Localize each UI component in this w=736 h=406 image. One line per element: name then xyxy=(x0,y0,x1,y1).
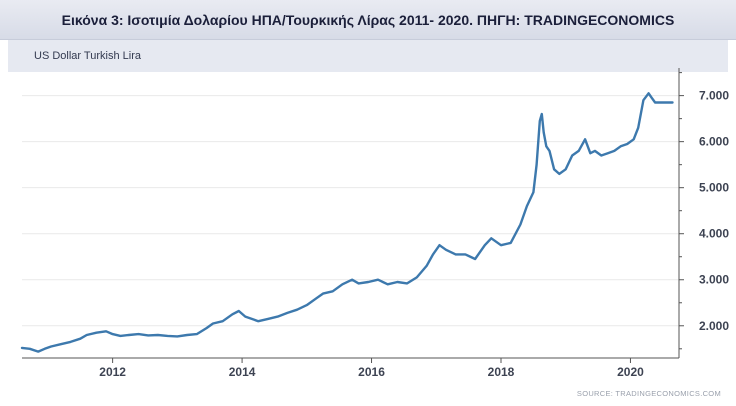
x-tick-label: 2020 xyxy=(617,365,644,379)
x-tick-label: 2016 xyxy=(358,365,385,379)
series-header: US Dollar Turkish Lira xyxy=(8,40,728,72)
gridlines xyxy=(22,95,679,327)
y-tick-label: 7.000 xyxy=(699,89,729,103)
axes xyxy=(22,68,684,363)
series-layer xyxy=(20,92,674,353)
tick-labels: 2.000 3.000 4.000 5.000 6.000 7.000 2012 2014 20… xyxy=(99,89,729,379)
y-tick-label: 3.000 xyxy=(699,273,729,287)
y-tick-label: 6.000 xyxy=(699,135,729,149)
y-tick-label: 2.000 xyxy=(699,319,729,333)
y-tick-label: 4.000 xyxy=(699,227,729,241)
series-line xyxy=(20,92,674,353)
x-tick-label: 2018 xyxy=(488,365,515,379)
x-tick-label: 2012 xyxy=(99,365,126,379)
y-tick-label: 5.000 xyxy=(699,181,729,195)
series-name-label: US Dollar Turkish Lira xyxy=(34,50,141,62)
source-note: SOURCE: TRADINGECONOMICS.COM xyxy=(577,389,721,398)
x-tick-label: 2014 xyxy=(229,365,256,379)
figure-caption: Εικόνα 3: Ισοτιμία Δολαρίου ΗΠΑ/Τουρκική… xyxy=(0,0,736,40)
